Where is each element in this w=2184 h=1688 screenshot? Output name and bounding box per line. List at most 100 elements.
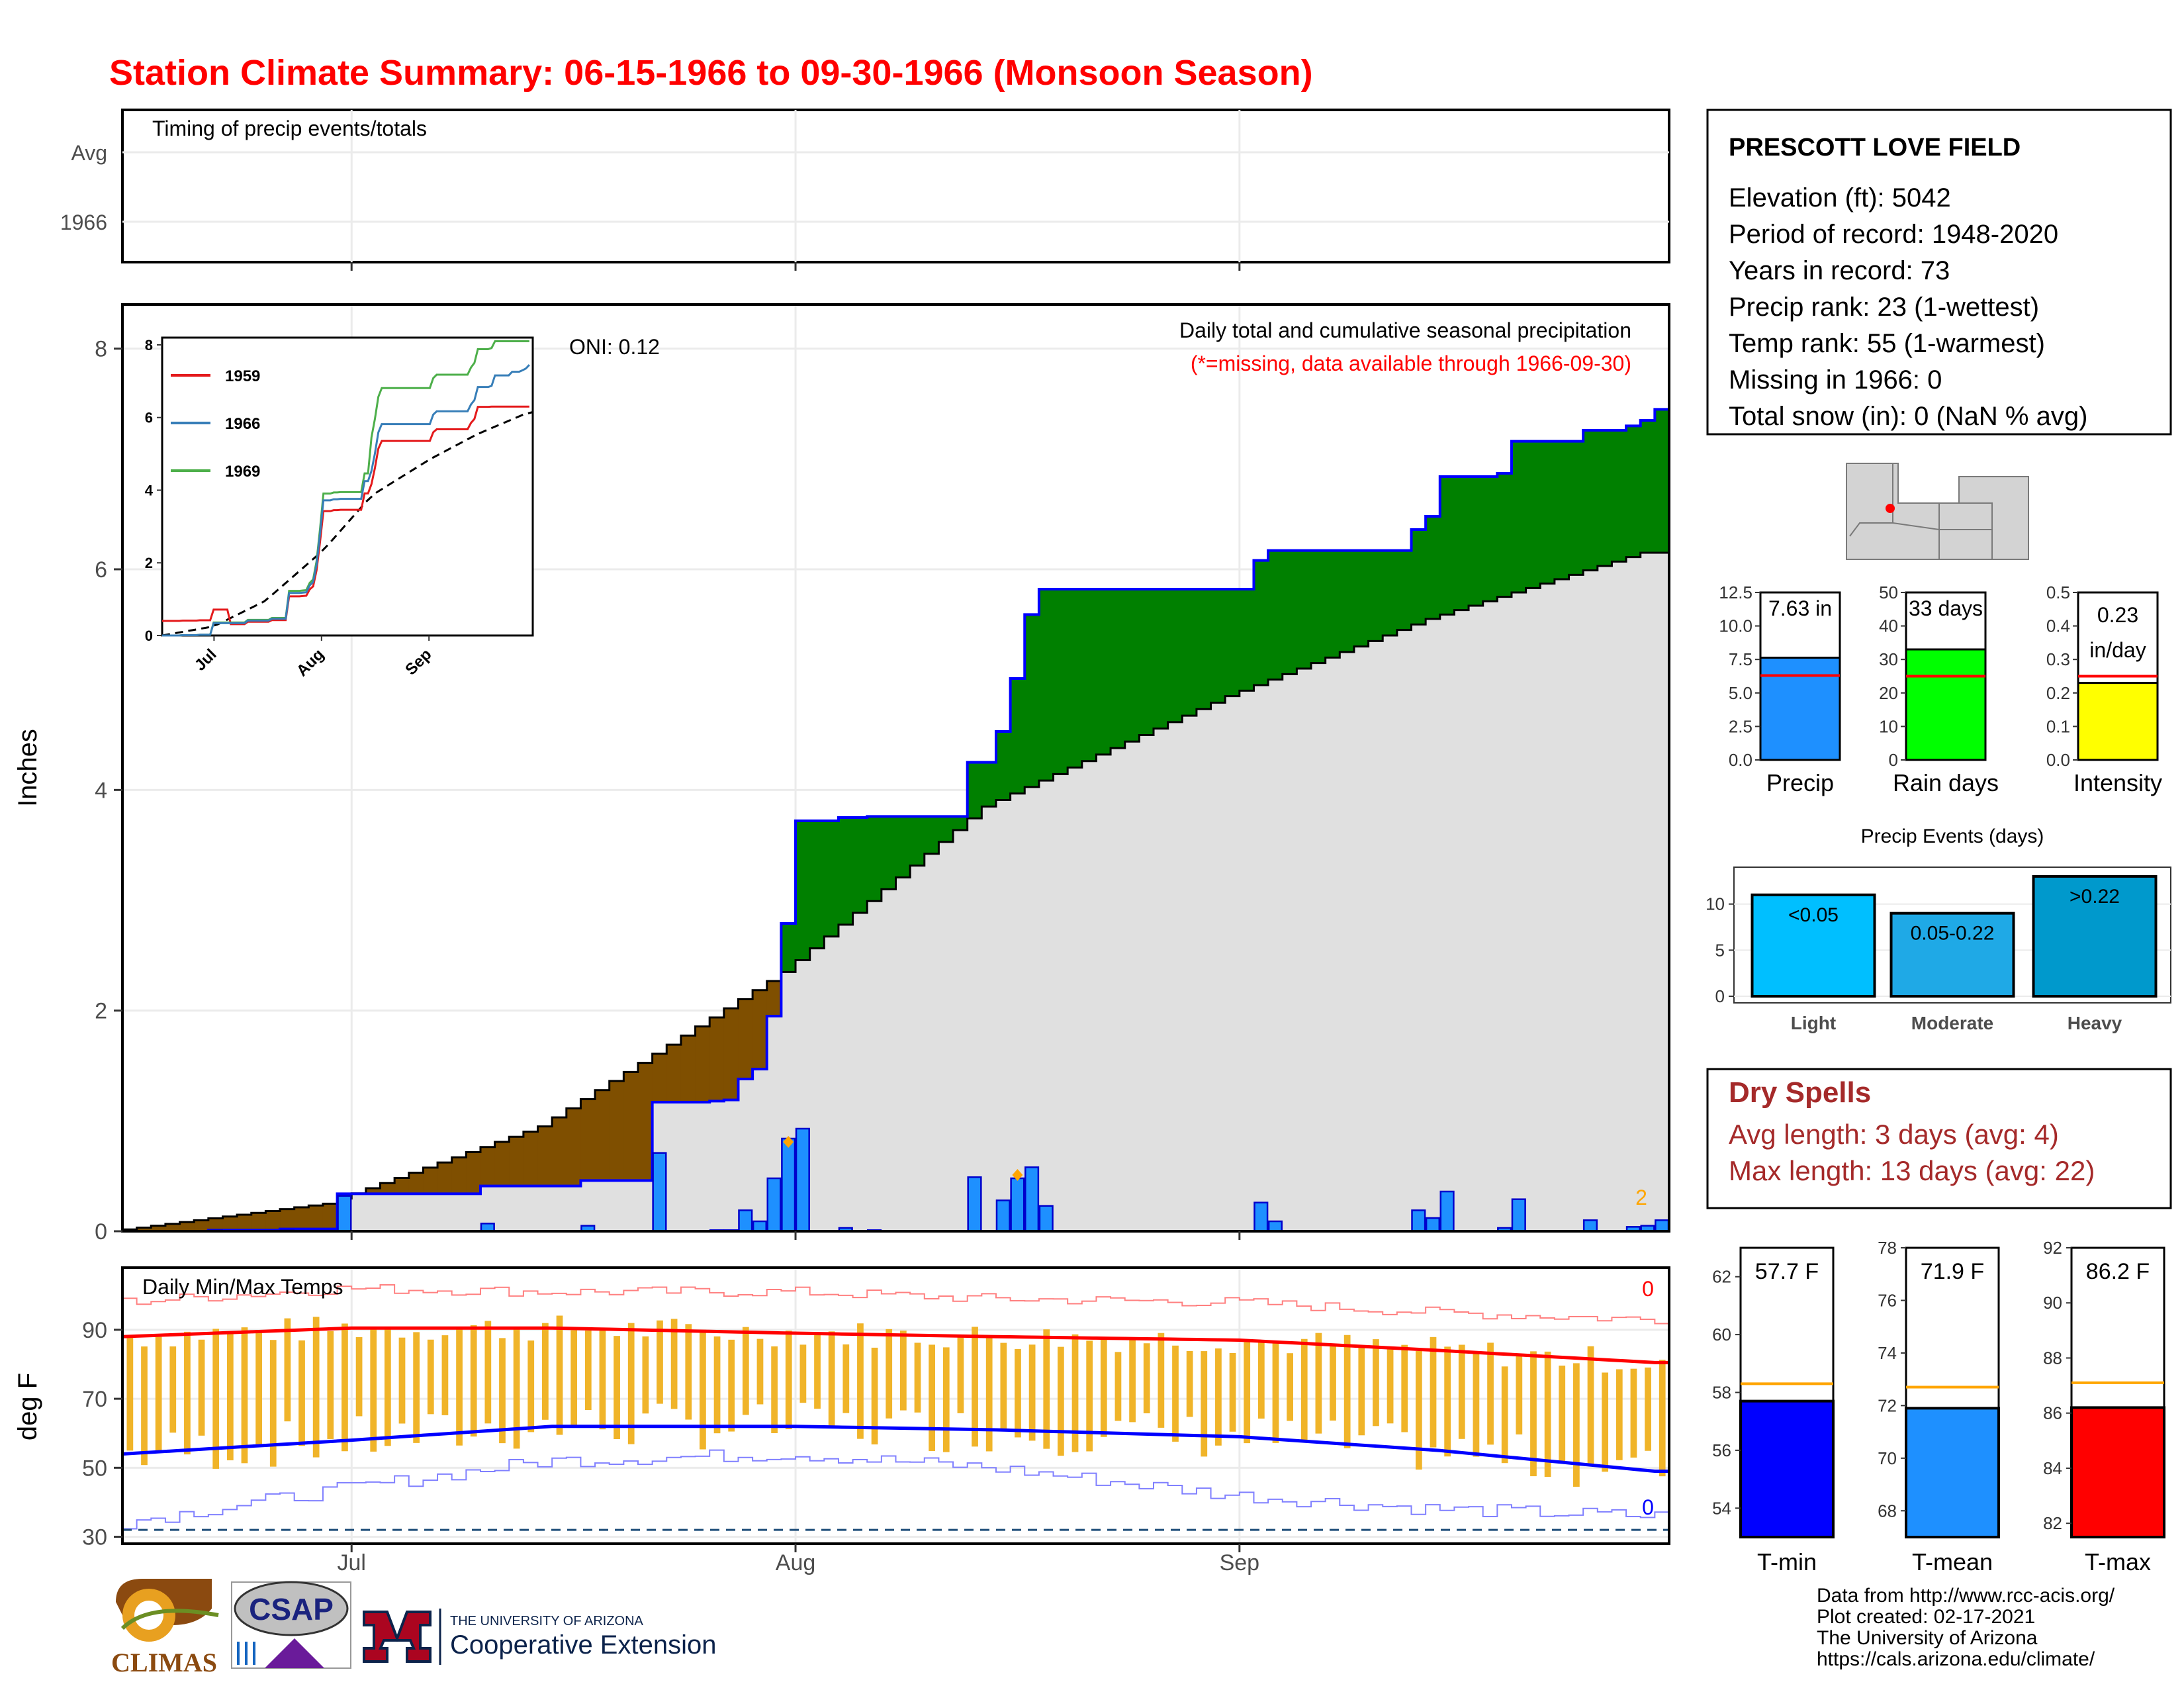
record-min-line: [122, 1449, 1669, 1530]
daily-temp-bar: [1257, 1340, 1265, 1419]
daily-precip-bar: [781, 1137, 796, 1233]
temp-bar-label: T-min: [1757, 1548, 1817, 1575]
temp-bar-tick-label: 88: [2043, 1348, 2062, 1368]
daily-temp-bar: [584, 1330, 592, 1411]
surplus-fill: [1540, 441, 1555, 584]
summary-bar-tick-label: 30: [1879, 649, 1898, 669]
summary-bar-tick-label: 2.5: [1729, 716, 1752, 736]
daily-temp-bar: [341, 1323, 348, 1452]
station-info-line: Total snow (in): 0 (NaN % avg): [1729, 402, 2087, 431]
deficit-fill: [494, 1142, 510, 1186]
daily-precip-bar: [1655, 1219, 1670, 1233]
temp-bar-label: T-mean: [1912, 1548, 1993, 1575]
temp-y-axis: 30 50 70 90: [82, 1318, 122, 1550]
surplus-fill: [1154, 589, 1169, 729]
surplus-fill: [1383, 550, 1398, 635]
surplus-fill: [1353, 550, 1369, 647]
daily-temp-bar: [298, 1340, 305, 1446]
daily-temp-bar: [599, 1330, 606, 1430]
y-tick-label: 30: [82, 1525, 107, 1550]
daily-temp-bar: [513, 1329, 520, 1449]
deficit-fill: [566, 1108, 582, 1186]
surplus-fill: [1210, 589, 1226, 703]
daily-temp-bar: [756, 1338, 764, 1405]
daily-temp-bar: [957, 1335, 964, 1413]
surplus-fill: [1111, 589, 1126, 749]
daily-temp-bar: [413, 1332, 420, 1443]
deficit-fill: [294, 1207, 309, 1229]
inset-y-tick-label: 8: [145, 337, 153, 353]
precip-y-label: Inches: [13, 729, 42, 807]
station-box: PRESCOTT LOVE FIELD Elevation (ft): 5042…: [1706, 109, 2172, 436]
deficit-fill: [265, 1211, 281, 1231]
daily-temp-bar: [499, 1338, 506, 1444]
surplus-fill: [867, 816, 882, 902]
daily-temp-bar: [484, 1321, 492, 1424]
daily-precip-bar: [1024, 1166, 1040, 1233]
daily-precip-bar: [766, 1177, 782, 1233]
precip-daily-bars: [208, 1127, 1670, 1233]
daily-temp-bar: [642, 1336, 649, 1414]
surplus-fill: [938, 816, 954, 842]
daily-temp-bar: [269, 1340, 277, 1467]
daily-temp-bar: [1058, 1346, 1064, 1456]
temp-min-count: 0: [1642, 1495, 1654, 1519]
events-bar-label: Moderate: [1911, 1013, 1993, 1033]
daily-temp-bar: [972, 1327, 978, 1447]
events-bar-range: 0.05-0.22: [1911, 923, 1995, 945]
station-info-line: Precip rank: 23 (1-wettest): [1729, 293, 2039, 322]
daily-temp-bar: [126, 1336, 134, 1451]
surplus-fill: [1482, 477, 1498, 602]
daily-temp-bar: [226, 1333, 234, 1461]
climas-logo: CLIMAS: [111, 1579, 219, 1677]
events-bar-range: >0.22: [2070, 886, 2120, 908]
events-bar-label: Light: [1791, 1013, 1836, 1033]
temp-bar-tick-label: 76: [1878, 1290, 1897, 1310]
surplus-fill: [910, 816, 925, 866]
month-label: Sep: [1220, 1550, 1260, 1575]
daily-temp-bar: [799, 1344, 807, 1403]
daily-temp-bar: [1330, 1346, 1336, 1421]
daily-precip-bar: [738, 1209, 753, 1233]
avg-tmax-line: [122, 1326, 1669, 1364]
station-info-line: Missing in 1966: 0: [1729, 365, 1942, 395]
deficit-fill: [165, 1223, 181, 1231]
temp-bar-tick-label: 78: [1878, 1238, 1897, 1258]
surplus-fill: [1139, 589, 1154, 735]
y-tick-label: 50: [82, 1456, 107, 1481]
university-of-arizona-logo: THE UNIVERSITY OF ARIZONA Cooperative Ex…: [363, 1609, 716, 1665]
deficit-fill: [695, 1026, 710, 1102]
deficit-fill: [480, 1147, 496, 1186]
summary-bar-label: Intensity: [2073, 769, 2162, 796]
missing-marker: [783, 1136, 794, 1148]
daily-temp-bar: [1071, 1334, 1079, 1452]
daily-temp-bar: [742, 1327, 749, 1415]
inset-y-tick-label: 0: [145, 628, 153, 644]
daily-temp-bar: [1343, 1335, 1351, 1448]
daily-temp-bar: [771, 1346, 778, 1434]
deficit-fill: [408, 1172, 424, 1194]
events-tick-label: 0: [1715, 986, 1725, 1006]
daily-temp-bar: [384, 1327, 391, 1446]
daily-temp-bar: [312, 1317, 320, 1458]
deficit-fill: [222, 1216, 238, 1231]
daily-temp-bar: [441, 1335, 449, 1415]
daily-temp-bar: [355, 1336, 363, 1417]
surplus-fill: [1396, 550, 1412, 630]
daily-temp-bar: [155, 1336, 162, 1452]
daily-temp-bar: [1544, 1351, 1551, 1477]
surplus-fill: [1612, 430, 1627, 562]
temp-bar-tick-label: 70: [1878, 1448, 1897, 1468]
surplus-fill: [1196, 589, 1212, 710]
daily-temp-bar: [527, 1340, 535, 1432]
ua-line-2: Cooperative Extension: [450, 1630, 716, 1660]
surplus-fill: [1626, 426, 1641, 557]
daily-temp-bar: [1373, 1339, 1379, 1427]
daily-precip-bar: [1038, 1205, 1054, 1233]
chart-title: Station Climate Summary: 06-15-1966 to 0…: [109, 53, 1313, 93]
surplus-fill: [1239, 589, 1255, 691]
missing-marker: [1012, 1169, 1023, 1181]
surplus-fill: [1268, 550, 1283, 680]
surplus-fill: [1411, 530, 1426, 625]
surplus-fill: [1053, 589, 1068, 774]
